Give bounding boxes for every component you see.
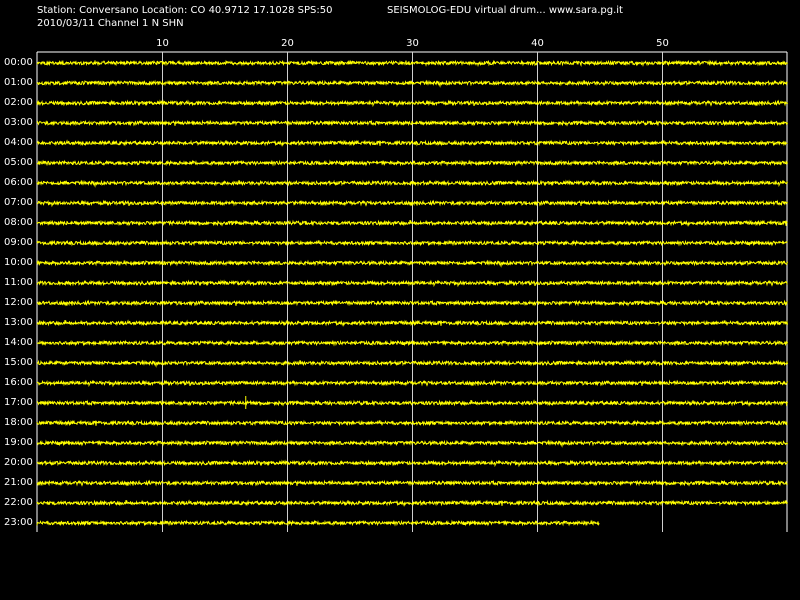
hour-label: 15:00 <box>4 357 33 368</box>
trace-08:00 <box>36 219 788 228</box>
x-tick-label-20: 20 <box>281 38 294 49</box>
station-info: Station: Conversano Location: CO 40.9712… <box>37 5 333 16</box>
hour-label: 18:00 <box>4 417 33 428</box>
hour-label: 08:00 <box>4 217 33 228</box>
hour-label: 02:00 <box>4 97 33 108</box>
hour-label: 05:00 <box>4 157 33 168</box>
trace-18:00 <box>36 419 788 427</box>
hour-label: 20:00 <box>4 457 33 468</box>
trace-15:00 <box>36 359 788 368</box>
x-tick-label-30: 30 <box>406 38 419 49</box>
trace-13:00 <box>36 319 788 328</box>
trace-02:00 <box>36 99 788 108</box>
hour-label: 12:00 <box>4 297 33 308</box>
hour-label: 09:00 <box>4 237 33 248</box>
hour-label: 10:00 <box>4 257 33 268</box>
trace-20:00 <box>36 459 788 468</box>
hour-label: 23:00 <box>4 517 33 528</box>
x-tick-label-40: 40 <box>531 38 544 49</box>
hour-label: 04:00 <box>4 137 33 148</box>
trace-05:00 <box>36 159 788 167</box>
hour-label: 19:00 <box>4 437 33 448</box>
hour-label: 03:00 <box>4 117 33 128</box>
hour-label: 11:00 <box>4 277 33 288</box>
trace-16:00 <box>36 379 788 388</box>
trace-04:00 <box>36 139 788 148</box>
trace-21:00 <box>36 479 788 487</box>
hour-label: 01:00 <box>4 77 33 88</box>
trace-12:00 <box>36 299 788 307</box>
trace-10:00 <box>36 259 788 268</box>
hour-label: 22:00 <box>4 497 33 508</box>
x-tick-label-10: 10 <box>156 38 169 49</box>
date-channel-info: 2010/03/11 Channel 1 N SHN <box>37 18 184 29</box>
trace-00:00 <box>36 59 788 68</box>
hour-label: 07:00 <box>4 197 33 208</box>
hour-label: 00:00 <box>4 57 33 68</box>
app-title: SEISMOLOG-EDU virtual drum... www.sara.p… <box>387 5 623 16</box>
trace-23:00 <box>36 519 600 527</box>
trace-01:00 <box>36 79 788 88</box>
trace-22:00 <box>36 499 788 508</box>
hour-label: 21:00 <box>4 477 33 488</box>
x-tick-label-50: 50 <box>656 38 669 49</box>
hour-label: 16:00 <box>4 377 33 388</box>
trace-17:00 <box>36 399 788 408</box>
trace-11:00 <box>36 279 788 288</box>
hour-label: 14:00 <box>4 337 33 348</box>
trace-07:00 <box>36 199 788 208</box>
trace-14:00 <box>36 339 788 347</box>
hour-label: 13:00 <box>4 317 33 328</box>
trace-19:00 <box>36 439 788 448</box>
trace-03:00 <box>36 119 788 127</box>
trace-09:00 <box>36 239 788 247</box>
trace-06:00 <box>36 179 788 188</box>
hour-label: 17:00 <box>4 397 33 408</box>
hour-label: 06:00 <box>4 177 33 188</box>
